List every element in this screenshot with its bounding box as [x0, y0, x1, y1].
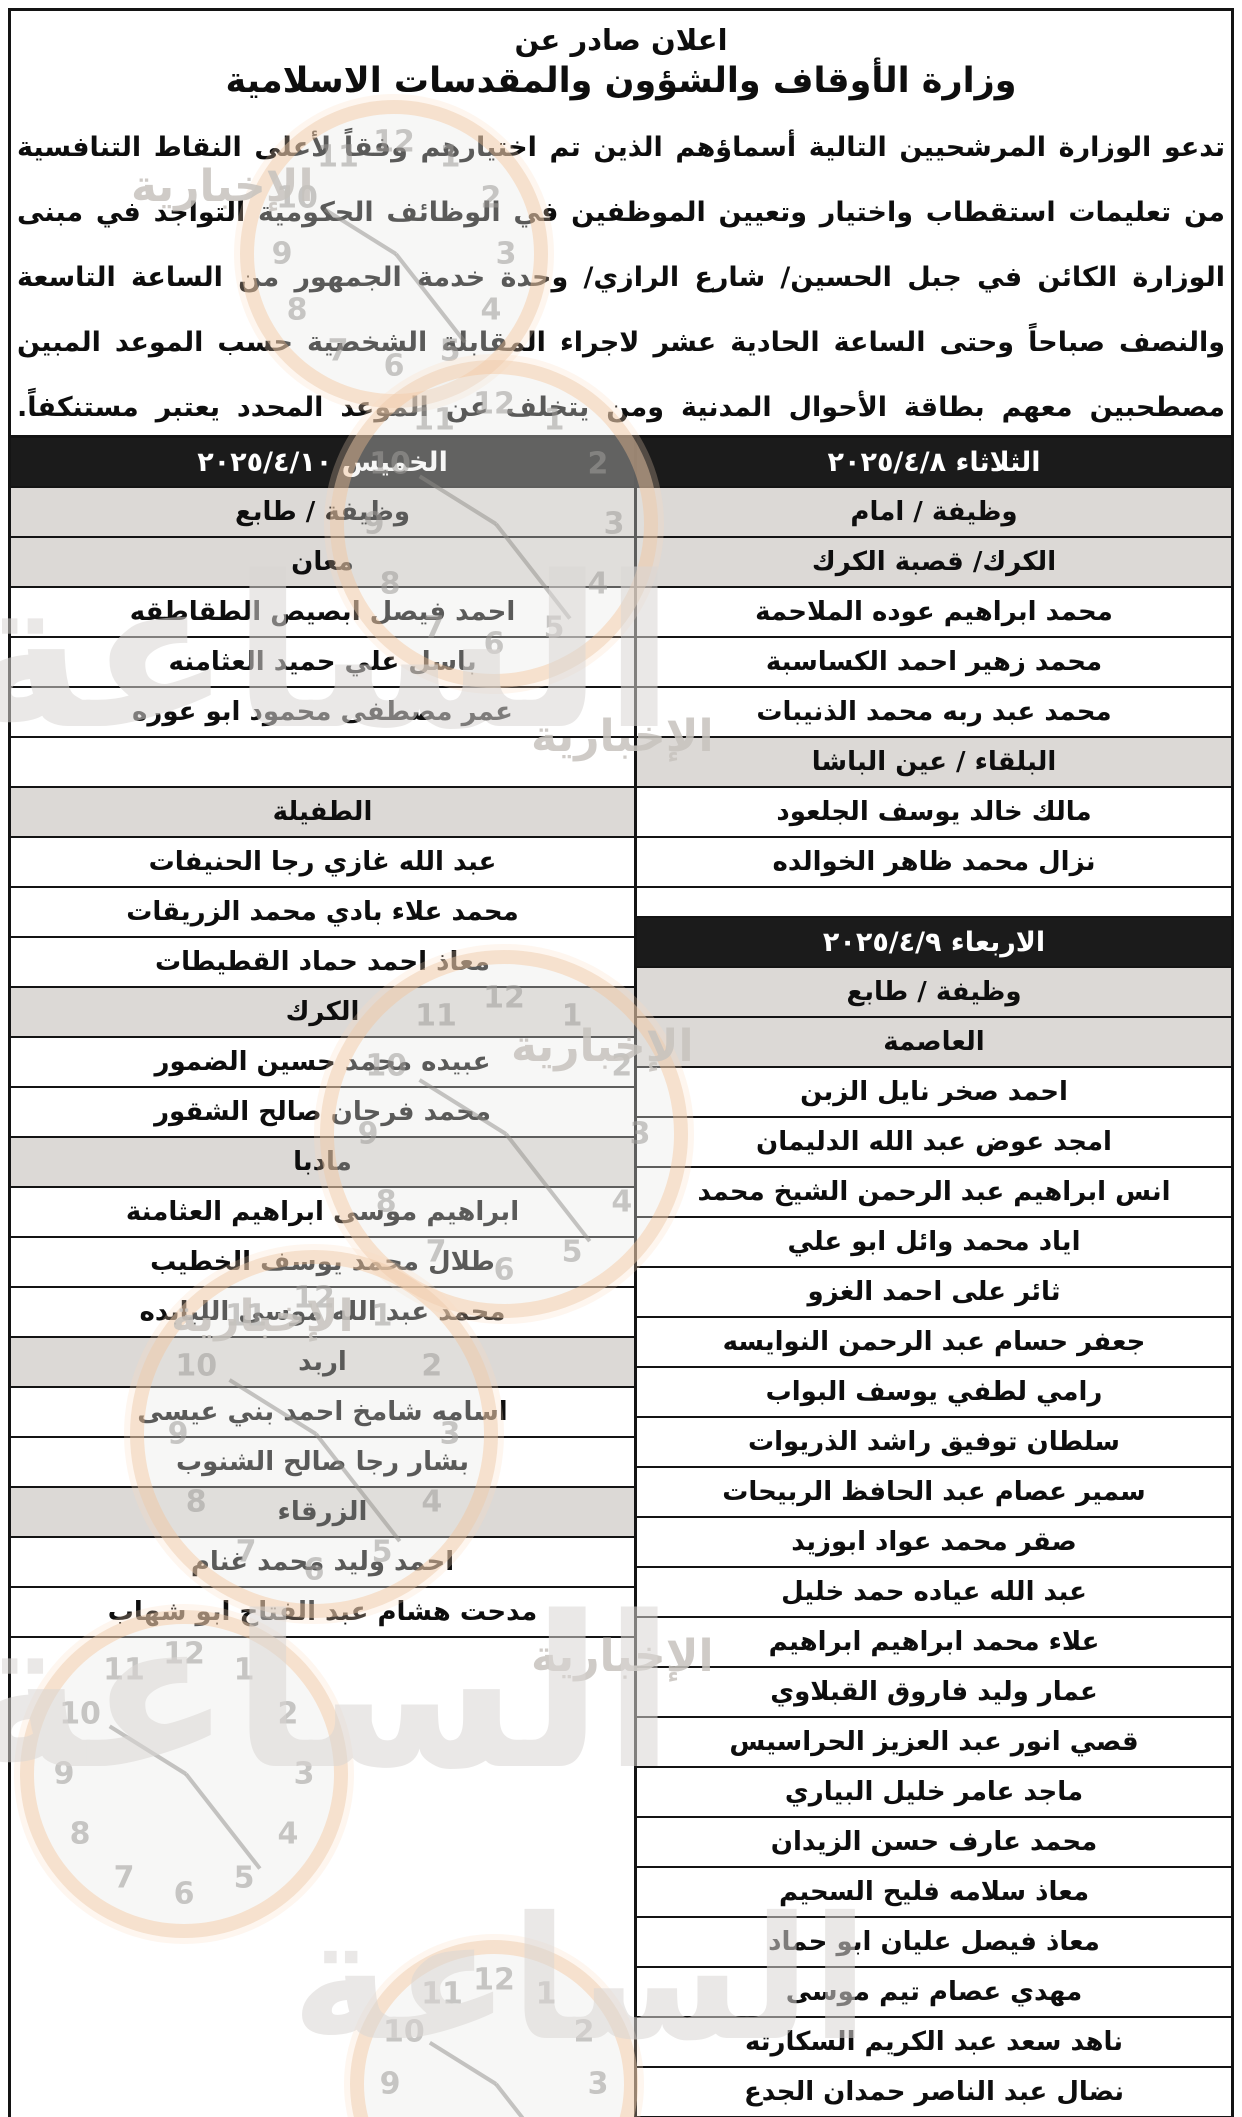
table-row-cat: معان [11, 538, 634, 588]
table-row-name: معاذ احمد حماد القطيطات [11, 938, 634, 988]
table-row-name: مهدي عصام تيم موسى [637, 1968, 1231, 2018]
intro-paragraph: تدعو الوزارة المرشحيين التالية أسماؤهم ا… [17, 115, 1225, 440]
announcement-title: اعلان صادر عن [514, 23, 728, 57]
table-row-name: محمد علاء بادي محمد الزريقات [11, 888, 634, 938]
table-row-cat: الطفيلة [11, 788, 634, 838]
table-row-name: محمد فرحان صالح الشقور [11, 1088, 634, 1138]
table-row-name: عمر مصطفى محمود ابو عوره [11, 688, 634, 738]
table-row-name: احمد صخر نايل الزبن [637, 1068, 1231, 1118]
table-row-name: نضال عبد الناصر حمدان الجدع [637, 2068, 1231, 2117]
table-row-cat: وظيفة / طابع [11, 488, 634, 538]
table-row-name: محمد عارف حسن الزيدان [637, 1818, 1231, 1868]
table-row-name: احمد فيصل ابصيص الطقاطقه [11, 588, 634, 638]
table-row-name: جعفر حسام عبد الرحمن النوايسه [637, 1318, 1231, 1368]
table-row-name: اياد محمد وائل ابو علي [637, 1218, 1231, 1268]
table-row-name: قصي انور عبد العزيز الحراسيس [637, 1718, 1231, 1768]
table-row-cat: وظيفة / طابع [637, 968, 1231, 1018]
table-row-name: اسامه شامخ احمد بني عيسى [11, 1388, 634, 1438]
table-row-name: احمد وليد محمد غنام [11, 1538, 634, 1588]
table-row-name: سلطان توفيق راشد الذريوات [637, 1418, 1231, 1468]
table-row-name: محمد ابراهيم عوده الملاحمة [637, 588, 1231, 638]
column-tuesday-wednesday: الثلاثاء ٢٠٢٥/٤/٨ وظيفة / امام الكرك/ قصبة… [634, 438, 1231, 2117]
table-row-name: عبد الله غازي رجا الحنيفات [11, 838, 634, 888]
table-row-cat: مادبا [11, 1138, 634, 1188]
paragraph-line: مصطحبين معهم بطاقة الأحوال المدنية ومن ي… [17, 392, 1225, 423]
paragraph-line: من تعليمات استقطاب واختيار وتعيين الموظف… [17, 197, 1225, 228]
table-row-empty [11, 738, 634, 788]
table-row-name: باسل علي حميد العثامنه [11, 638, 634, 688]
table-row-name: محمد زهير احمد الكساسبة [637, 638, 1231, 688]
document-frame: اعلان صادر عن وزارة الأوقاف والشؤون والم… [0, 8, 1234, 2117]
table-row-name: معاذ سلامه فليح السحيم [637, 1868, 1231, 1918]
table-row-cat: الكرك/ قصبة الكرك [637, 538, 1231, 588]
table-row-name: رامي لطفي يوسف البواب [637, 1368, 1231, 1418]
table-row-cat: العاصمة [637, 1018, 1231, 1068]
table-row-name: سمير عصام عبد الحافظ الربيحات [637, 1468, 1231, 1518]
table-row-name: بشار رجا صالح الشنوب [11, 1438, 634, 1488]
table-row-name: ناهد سعد عبد الكريم السكارته [637, 2018, 1231, 2068]
table-row-name: نزال محمد ظاهر الخوالده [637, 838, 1231, 888]
table-row-empty [637, 888, 1231, 918]
table-row-cat: البلقاء / عين الباشا [637, 738, 1231, 788]
table-row-date: الخميس ٢٠٢٥/٤/١٠ [11, 438, 634, 488]
table-row-name: علاء محمد ابراهيم ابراهيم [637, 1618, 1231, 1668]
table-row-name: محمد عبد ربه محمد الذنيبات [637, 688, 1231, 738]
table-row-date: الاربعاء ٢٠٢٥/٤/٩ [637, 918, 1231, 968]
table-row-cat: وظيفة / امام [637, 488, 1231, 538]
ministry-name-title: وزارة الأوقاف والشؤون والمقدسات الاسلامي… [225, 61, 1017, 101]
table-row-name: ابراهيم موسى ابراهيم العثامنة [11, 1188, 634, 1238]
paragraph-line: تدعو الوزارة المرشحيين التالية أسماؤهم ا… [17, 132, 1225, 163]
table-row-name: عبيده محمد حسين الضمور [11, 1038, 634, 1088]
table-row-date: الثلاثاء ٢٠٢٥/٤/٨ [637, 438, 1231, 488]
table-row-name: مالك خالد يوسف الجلعود [637, 788, 1231, 838]
table-row-name: مدحت هشام عبد الفتاح ابو شهاب [11, 1588, 634, 1638]
table-row-name: عبد الله عياده حمد خليل [637, 1568, 1231, 1618]
table-row-name: صقر محمد عواد ابوزيد [637, 1518, 1231, 1568]
column-thursday: الخميس ٢٠٢٥/٤/١٠ وظيفة / طابع معان احمد فيص… [11, 438, 634, 2117]
paragraph-line: الوزارة الكائن في جبل الحسين/ شارع الراز… [17, 262, 1225, 293]
table-row-name: امجد عوض عبد الله الدليمان [637, 1118, 1231, 1168]
table-row-name: انس ابراهيم عبد الرحمن الشيخ محمد [637, 1168, 1231, 1218]
paragraph-line: والنصف صباحاً وحتى الساعة الحادية عشر لا… [17, 327, 1225, 358]
table-row-name: محمد عبد الله موسى اللبابده [11, 1288, 634, 1338]
table-row-name: عمار وليد فاروق القبلاوي [637, 1668, 1231, 1718]
table-row-name: ثائر على احمد الغزو [637, 1268, 1231, 1318]
table-row-cat: اربد [11, 1338, 634, 1388]
table-row-cat: الزرقاء [11, 1488, 634, 1538]
table-row-name: ماجد عامر خليل البياري [637, 1768, 1231, 1818]
table-row-cat: الكرك [11, 988, 634, 1038]
schedule-table: الثلاثاء ٢٠٢٥/٤/٨ وظيفة / امام الكرك/ قصبة… [11, 435, 1231, 2117]
table-row-name: معاذ فيصل عليان ابو حماد [637, 1918, 1231, 1968]
table-row-name: طلال محمد يوسف الخطيب [11, 1238, 634, 1288]
